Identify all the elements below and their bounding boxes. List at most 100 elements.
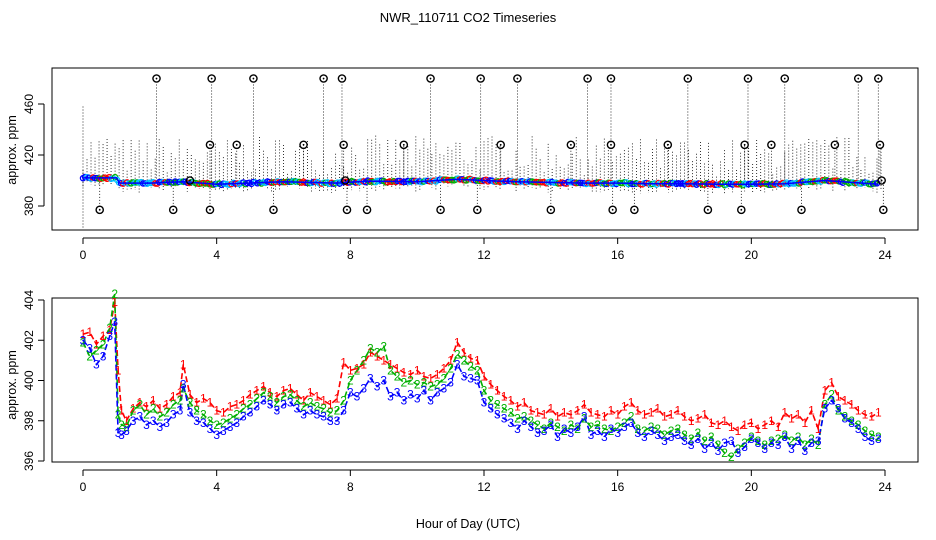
series-2-point: 2 <box>360 353 367 367</box>
series-2-point: 2 <box>334 404 341 418</box>
series-3-point: 3 <box>641 430 648 444</box>
series-3-point: 3 <box>320 410 327 424</box>
outlier-marker <box>743 74 753 83</box>
series-1-point: 1 <box>554 410 561 424</box>
series-3-point: 3 <box>220 424 227 438</box>
series-2-point: 2 <box>541 422 548 436</box>
outlier-marker-dot <box>479 77 482 80</box>
series-1-point: 1 <box>354 361 361 375</box>
series-3-point: 3 <box>334 414 341 428</box>
series-1-point: 1 <box>668 408 675 422</box>
outlier-marker <box>663 140 673 150</box>
outlier-marker-dot <box>346 208 348 211</box>
series-3-point: 3 <box>177 404 184 418</box>
series-1-point: 1 <box>307 386 314 400</box>
series-2-point: 2 <box>170 398 177 412</box>
series-1-point: 1 <box>360 357 367 371</box>
series-3-point: 3 <box>187 406 194 420</box>
series-3-point: 3 <box>648 424 655 438</box>
outlier-marker-dot <box>880 179 883 182</box>
series-3-point: 3 <box>808 436 815 450</box>
series-1-point: 1 <box>380 353 387 367</box>
series-2-point: 2 <box>862 424 869 438</box>
series-3-point: 3 <box>106 329 113 343</box>
series-3-point: 3 <box>527 420 534 434</box>
series-3-point: 3 <box>695 432 702 446</box>
outlier-marker <box>232 140 242 150</box>
outlier-marker-dot <box>666 143 669 146</box>
outlier-marker-dot <box>770 143 773 146</box>
series-2-point: 2 <box>507 406 514 420</box>
series-3-point: 3 <box>86 341 93 355</box>
series-1-point: 1 <box>641 408 648 422</box>
outlier-marker <box>767 140 776 150</box>
series-1-point: 1 <box>768 414 775 428</box>
series-1-point: 1 <box>136 396 143 410</box>
outlier-marker-dot <box>800 208 803 211</box>
outlier-marker-dot <box>611 208 614 211</box>
series-1-point: 1 <box>157 402 164 416</box>
series-2-point: 2 <box>654 422 661 436</box>
series-3-point: 3 <box>815 434 822 448</box>
series-1-point: 1 <box>115 363 122 377</box>
series-3-point: 3 <box>514 422 521 436</box>
series-2-point: 2 <box>213 418 220 432</box>
series-2-point: 2 <box>688 432 695 446</box>
series-3-point: 3 <box>400 394 407 408</box>
series-3-point: 3 <box>253 400 260 414</box>
outlier-marker-dot <box>439 208 442 211</box>
series-3-point: 3 <box>795 434 802 448</box>
bottom-xtick-label: 12 <box>477 480 491 494</box>
series-1-point: 1 <box>334 392 341 406</box>
series-3-point: 3 <box>741 440 748 454</box>
series-3-point: 3 <box>294 402 301 416</box>
series-2-point: 2 <box>748 430 755 444</box>
top-plot-frame <box>51 67 919 231</box>
series-2-point: 2 <box>788 434 795 448</box>
outlier-marker <box>879 205 888 215</box>
series-1-point: 1 <box>130 402 137 416</box>
series-1-point: 1 <box>715 418 722 432</box>
series-2-point: 2 <box>561 424 568 438</box>
series-2-point: 2 <box>494 398 501 412</box>
series-1-point: 1 <box>247 388 254 402</box>
outlier-marker-dot <box>429 77 432 80</box>
series-1-point: 1 <box>267 386 274 400</box>
outlier-marker-dot <box>740 208 743 211</box>
series-2-point: 2 <box>267 390 274 404</box>
outlier-marker <box>426 74 435 83</box>
series-3-point: 3 <box>233 416 240 430</box>
series-2-point: 2 <box>701 434 708 448</box>
top-xtick-label: 12 <box>477 248 491 262</box>
series-3-point: 3 <box>688 438 695 452</box>
outlier-marker <box>513 74 522 83</box>
outlier-marker-dot <box>549 208 552 211</box>
series-2-point: 2 <box>307 396 314 410</box>
series-2-point: 2 <box>434 378 441 392</box>
series-2-point: 2 <box>822 398 829 412</box>
series-3-point: 3 <box>414 392 421 406</box>
series-1-point: 1 <box>474 353 481 367</box>
series-1-point: 1 <box>868 410 875 424</box>
series-3-point: 3 <box>761 442 768 456</box>
series-3-point: 3 <box>454 357 461 371</box>
series-1-point: 1 <box>581 398 588 412</box>
series-2-point: 2 <box>287 388 294 402</box>
outlier-marker-dot <box>706 208 709 211</box>
series-2-point: 2 <box>695 426 702 440</box>
series-3-point: 3 <box>421 384 428 398</box>
outlier-marker-dot <box>476 208 479 211</box>
series-3-point: 3 <box>621 420 628 434</box>
outlier-marker <box>319 74 328 83</box>
series-3-point: 3 <box>501 412 508 426</box>
series-3-point: 3 <box>163 416 170 430</box>
series-2-point: 2 <box>708 430 715 444</box>
series-3-point: 3 <box>80 333 87 347</box>
outlier-marker <box>269 205 278 215</box>
series-2-point: 2 <box>808 432 815 446</box>
series-1-point: 1 <box>170 390 177 404</box>
series-2-point: 2 <box>387 363 394 377</box>
series-3-point: 3 <box>835 402 842 416</box>
series-1-point: 1 <box>855 404 862 418</box>
baseline-line <box>83 177 879 186</box>
